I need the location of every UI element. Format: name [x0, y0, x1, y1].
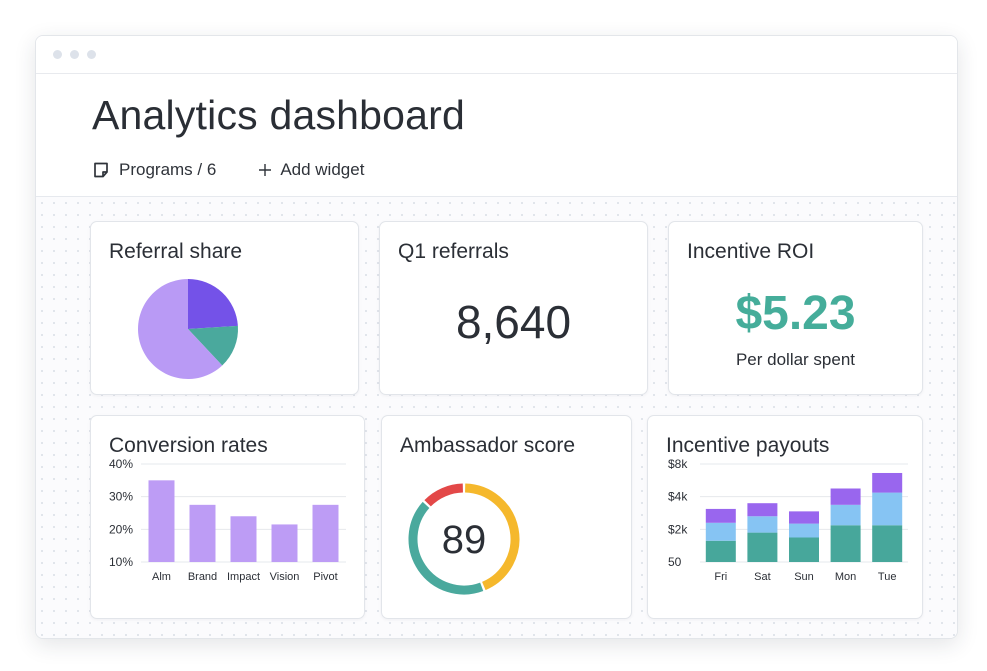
- bar: [271, 524, 298, 562]
- x-tick-label: Fri: [714, 571, 727, 583]
- stacked-bar-segment: [747, 532, 778, 562]
- x-tick-label: Vision: [270, 571, 300, 583]
- stacked-bar-segment: [830, 488, 861, 505]
- bar: [148, 480, 175, 562]
- plus-icon: [259, 164, 272, 176]
- referral-share-card[interactable]: Referral share: [90, 221, 359, 395]
- widget-title: Ambassador score: [400, 434, 576, 457]
- q1-referrals-value: 8,640: [455, 296, 572, 348]
- y-tick-label: $2k: [668, 522, 688, 536]
- x-tick-label: Pivot: [313, 571, 337, 583]
- y-tick-label: 20%: [109, 522, 133, 536]
- bar: [189, 504, 216, 562]
- x-tick-label: Impact: [227, 571, 260, 583]
- roi-value: $5.23: [735, 287, 856, 340]
- add-widget-label: Add widget: [280, 160, 365, 179]
- incentive-roi-card[interactable]: Incentive ROI $5.23 Per dollar spent: [668, 221, 923, 395]
- conversion-rates-card[interactable]: Conversion rates 40% 30% 20% 10% Alm Brand Imp…: [90, 415, 365, 619]
- widget-title: Incentive payouts: [666, 434, 830, 457]
- programs-link[interactable]: Programs / 6: [92, 160, 216, 180]
- y-tick-label: 50: [668, 555, 682, 569]
- y-tick-label: 10%: [109, 555, 133, 569]
- x-tick-label: Sat: [754, 571, 771, 583]
- stacked-bar-segment: [872, 525, 903, 562]
- q1-referrals-card[interactable]: Q1 referrals 8,640: [379, 221, 648, 395]
- x-tick-label: Alm: [152, 571, 171, 583]
- window-dot-icon[interactable]: [87, 50, 96, 59]
- gauge-segment-3: [424, 483, 464, 507]
- incentive-payouts-card[interactable]: Incentive payouts $8k $4k $2k 50 Fri Sat Sun Mo…: [647, 415, 923, 619]
- y-tick-label: $4k: [668, 490, 688, 504]
- add-widget-button[interactable]: Add widget: [258, 160, 364, 180]
- pie-slice-1: [188, 279, 238, 329]
- widget-title: Incentive ROI: [687, 240, 815, 263]
- stacked-bar-segment: [872, 472, 903, 493]
- window-titlebar: [36, 36, 957, 74]
- stacked-bar-segment: [747, 503, 778, 517]
- stacked-bar-segment: [705, 508, 736, 523]
- stacked-bar-segment: [705, 540, 736, 562]
- x-tick-label: Mon: [835, 571, 856, 583]
- bar: [312, 504, 339, 562]
- stacked-bar-segment: [789, 537, 819, 562]
- stacked-bar-segment: [872, 492, 903, 526]
- x-tick-label: Brand: [188, 571, 217, 583]
- note-icon: [94, 162, 108, 178]
- bar: [230, 516, 257, 562]
- page-title: Analytics dashboard: [92, 92, 466, 138]
- stacked-bar-segment: [789, 511, 819, 524]
- stacked-bar-segment: [789, 523, 819, 538]
- window-dot-icon[interactable]: [70, 50, 79, 59]
- stacked-bar-segment: [830, 525, 861, 562]
- y-tick-label: 40%: [109, 457, 133, 471]
- gauge-segment-2: [408, 501, 484, 595]
- dashboard-grid: Referral share Q1 referrals 8,640 Incent…: [36, 197, 957, 638]
- widget-title: Referral share: [109, 240, 243, 263]
- widget-title: Conversion rates: [109, 434, 268, 457]
- y-tick-label: $8k: [668, 457, 688, 471]
- programs-label: Programs / 6: [119, 160, 217, 179]
- header-toolbar: Programs / 6 Add widget: [92, 160, 364, 180]
- pie-slice-3: [137, 279, 223, 379]
- pie-slice-2: [188, 325, 238, 366]
- app-window: Analytics dashboard Programs / 6 Add wid…: [35, 35, 958, 639]
- y-tick-label: 30%: [109, 490, 133, 504]
- stacked-bar-segment: [747, 516, 778, 533]
- x-tick-label: Tue: [878, 571, 897, 583]
- page-header: Analytics dashboard: [36, 74, 957, 197]
- widget-title: Q1 referrals: [398, 240, 509, 263]
- x-tick-label: Sun: [794, 571, 814, 583]
- stacked-bar-segment: [705, 522, 736, 541]
- ambassador-score-value: 89: [442, 518, 487, 562]
- stacked-bar-segment: [830, 504, 861, 526]
- roi-caption: Per dollar spent: [735, 350, 856, 369]
- gauge-segment-1: [464, 483, 520, 591]
- ambassador-score-card[interactable]: Ambassador score 89: [381, 415, 632, 619]
- window-dot-icon[interactable]: [53, 50, 62, 59]
